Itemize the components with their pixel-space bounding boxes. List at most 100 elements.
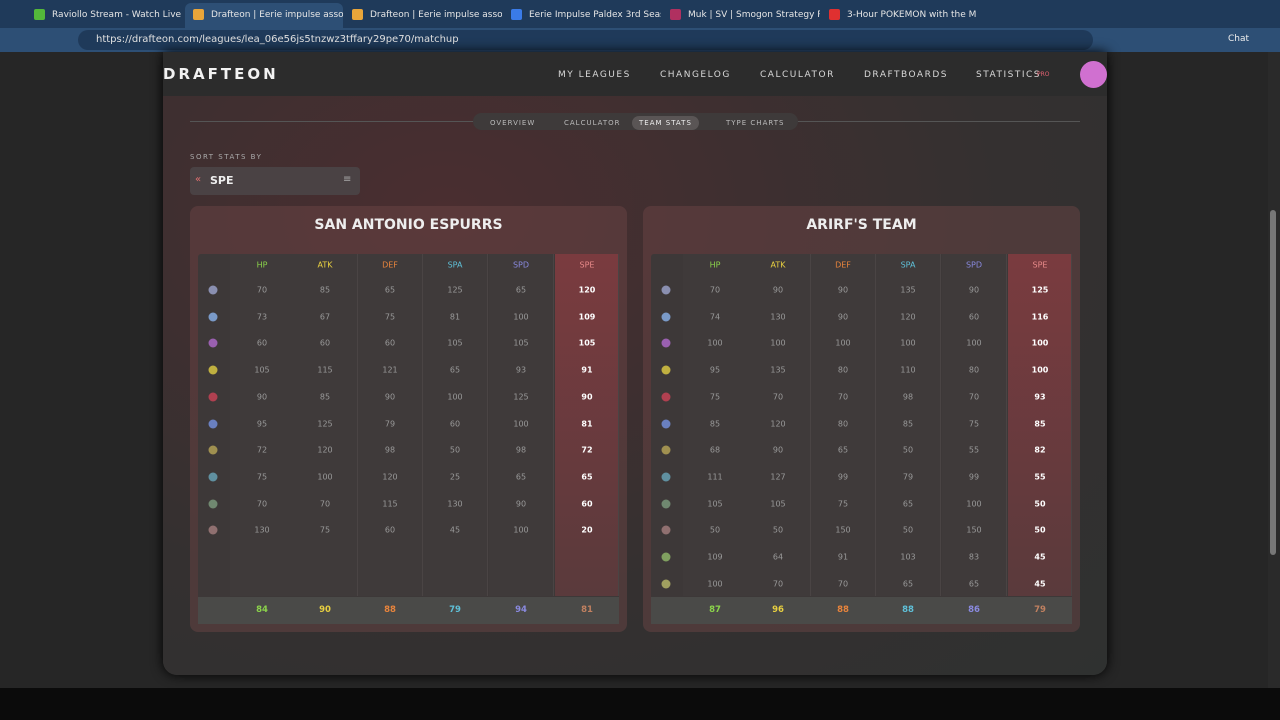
stat-column — [746, 254, 811, 596]
column-header[interactable]: SPD — [512, 260, 530, 270]
nav-link[interactable]: MY LEAGUES — [558, 70, 631, 80]
stat-cell: 65 — [837, 445, 849, 455]
stat-cell: 65 — [384, 285, 396, 295]
stat-cell: 90 — [384, 392, 396, 402]
stat-cell: 100 — [447, 392, 463, 402]
stat-column — [423, 254, 488, 596]
scroll-thumb[interactable] — [1270, 210, 1276, 555]
stat-cell: 79 — [384, 419, 396, 428]
column-header[interactable]: HP — [256, 260, 268, 270]
stat-average: 88 — [384, 605, 396, 615]
stat-cell: 109 — [578, 312, 596, 322]
stat-average: 94 — [515, 605, 527, 615]
stat-cell: 45 — [449, 525, 461, 535]
column-header[interactable]: SPD — [965, 260, 983, 270]
stat-cell: 116 — [1031, 312, 1049, 322]
chat-button[interactable]: Chat — [1228, 34, 1250, 44]
nav-link[interactable]: CHANGELOG — [660, 70, 731, 80]
stat-cell: 70 — [709, 285, 721, 295]
column-header[interactable]: HP — [709, 260, 721, 270]
stat-cell: 100 — [317, 472, 333, 482]
stat-average: 86 — [968, 605, 980, 615]
url-field[interactable]: https://drafteon.com/leagues/lea_06e56js… — [78, 30, 1093, 50]
pokemon-icon — [208, 525, 218, 535]
pokemon-icon — [661, 445, 671, 455]
stat-average: 79 — [1034, 605, 1046, 615]
stat-cell: 109 — [707, 552, 723, 562]
sort-select[interactable] — [190, 167, 360, 195]
pokemon-icon — [661, 392, 671, 402]
subnav-tab[interactable]: TYPE CHARTS — [726, 119, 785, 127]
pokemon-icon — [208, 445, 218, 455]
stat-cell: 150 — [835, 525, 851, 535]
nav-link[interactable]: CALCULATOR — [760, 70, 835, 80]
column-header[interactable]: DEF — [382, 260, 398, 270]
taskbar — [0, 688, 1280, 720]
stat-cell: 100 — [770, 338, 786, 348]
tab-icon — [829, 9, 840, 20]
column-header[interactable]: DEF — [835, 260, 851, 270]
tab-icon — [511, 9, 522, 20]
stat-column — [489, 254, 554, 596]
stat-cell: 110 — [900, 365, 916, 375]
tab[interactable]: 3-Hour POKEMON with the M — [821, 3, 979, 28]
pokemon-icon — [208, 499, 218, 509]
site-header — [163, 52, 1107, 96]
stat-cell: 45 — [1034, 579, 1046, 589]
tab[interactable]: Drafteon | Eerie impulse associatio — [344, 3, 502, 28]
stat-cell: 98 — [902, 392, 914, 402]
nav-link[interactable]: STATISTICS — [976, 70, 1041, 80]
logo[interactable]: DRAFTEON — [163, 65, 279, 83]
sort-label: SORT STATS BY — [190, 153, 263, 161]
stat-cell: 85 — [319, 392, 331, 402]
subnav-tab[interactable]: TEAM STATS — [632, 116, 699, 130]
nav-link[interactable]: DRAFTBOARDS — [864, 70, 948, 80]
stat-cell: 65 — [581, 472, 593, 482]
stat-column — [555, 254, 619, 596]
avatar[interactable] — [1080, 61, 1107, 88]
stat-cell: 125 — [513, 392, 529, 402]
pokemon-icon — [661, 419, 671, 428]
stat-cell: 75 — [319, 525, 331, 535]
stat-cell: 127 — [770, 472, 786, 482]
column-header[interactable]: SPA — [900, 260, 916, 270]
stat-cell: 60 — [384, 338, 396, 348]
pokemon-icon — [661, 365, 671, 375]
tab-icon — [670, 9, 681, 20]
stat-average: 90 — [319, 605, 331, 615]
column-header[interactable]: ATK — [317, 260, 333, 270]
stat-cell: 85 — [709, 419, 721, 428]
stat-cell: 65 — [515, 472, 527, 482]
tab[interactable]: Eerie Impulse Paldex 3rd Season R — [503, 3, 661, 28]
stat-average: 88 — [902, 605, 914, 615]
subnav-tab[interactable]: OVERVIEW — [490, 119, 536, 127]
stat-cell: 81 — [449, 312, 461, 322]
stat-cell: 85 — [319, 285, 331, 295]
pokemon-icon — [661, 499, 671, 509]
stat-cell: 55 — [1034, 472, 1046, 482]
stat-average: 96 — [772, 605, 784, 615]
column-header[interactable]: SPE — [579, 260, 595, 270]
tab[interactable]: Raviollo Stream - Watch Live on K — [26, 3, 184, 28]
stat-average: 88 — [837, 605, 849, 615]
stat-cell: 60 — [968, 312, 980, 322]
column-header[interactable]: SPE — [1032, 260, 1048, 270]
stat-cell: 55 — [968, 445, 980, 455]
stat-cell: 100 — [900, 338, 916, 348]
stat-cell: 100 — [513, 312, 529, 322]
stat-average: 81 — [581, 605, 593, 615]
tab[interactable]: Drafteon | Eerie impulse associatio — [185, 3, 343, 28]
stat-cell: 68 — [709, 445, 721, 455]
column-header[interactable]: ATK — [770, 260, 786, 270]
tab[interactable]: Muk | SV | Smogon Strategy Poke — [662, 3, 820, 28]
stat-cell: 80 — [968, 365, 980, 375]
stat-column — [683, 254, 748, 596]
stat-column — [230, 254, 295, 596]
column-header[interactable]: SPA — [447, 260, 463, 270]
stat-cell: 125 — [1031, 285, 1049, 295]
subnav-tab[interactable]: CALCULATOR — [564, 119, 621, 127]
pokemon-icon — [661, 552, 671, 562]
stat-cell: 120 — [578, 285, 596, 295]
stat-cell: 130 — [447, 499, 463, 509]
pokemon-icon — [208, 338, 218, 348]
